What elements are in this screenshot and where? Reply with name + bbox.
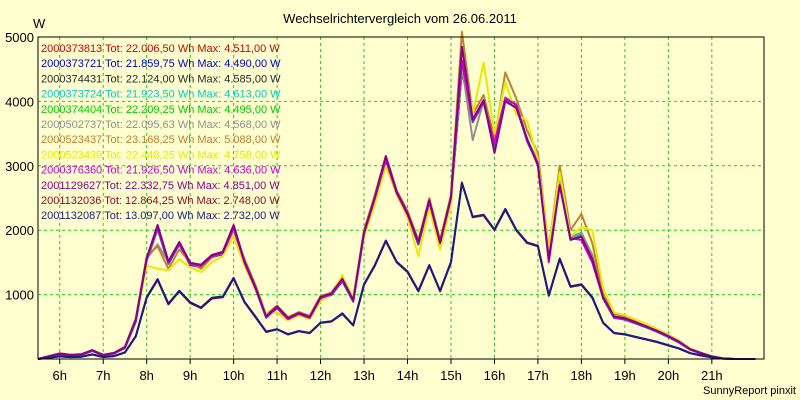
legend-entry-4: 2000373724 Tot: 21.923,50 Wh Max: 4.613,… bbox=[41, 89, 281, 101]
legend-entry-6: 2000502737 Tot: 22.095,63 Wh Max: 4.568,… bbox=[41, 119, 281, 131]
series-line-12 bbox=[37, 182, 756, 360]
y-axis-label: W bbox=[33, 16, 46, 31]
x-tick-label-2: 8h bbox=[139, 368, 153, 383]
legend-entry-7: 2000523437 Tot: 23.168,25 Wh Max: 5.088,… bbox=[41, 134, 281, 146]
legend-entry-12: 2001132087 Tot: 13.097,00 Wh Max: 2.732,… bbox=[41, 210, 280, 222]
y-tick-label-2: 3000 bbox=[5, 159, 34, 174]
x-tick-label-4: 10h bbox=[223, 368, 245, 383]
series-layer bbox=[37, 30, 756, 360]
x-tick-label-1: 7h bbox=[96, 368, 110, 383]
legend: 2000373813 Tot: 22.006,50 Wh Max: 4.511,… bbox=[41, 43, 281, 222]
x-tick-label-11: 17h bbox=[527, 368, 549, 383]
plot-frame bbox=[37, 36, 765, 360]
y-tick-label-1: 2000 bbox=[5, 223, 34, 238]
chart-title: Wechselrichtervergleich vom 26.06.2011 bbox=[283, 11, 517, 26]
y-tick-label-0: 1000 bbox=[5, 288, 34, 303]
x-tick-label-3: 9h bbox=[183, 368, 197, 383]
y-axis: 1000 2000 3000 4000 5000 bbox=[5, 30, 34, 303]
legend-entry-9: 2000376360 Tot: 21.926,50 Wh Max: 4.636,… bbox=[41, 165, 281, 177]
legend-entry-5: 2000374404 Tot: 22.209,25 Wh Max: 4.495,… bbox=[41, 104, 281, 116]
legend-entry-10: 2001129627 Tot: 22.332,75 Wh Max: 4.851,… bbox=[41, 180, 280, 192]
legend-entry-2: 2000373721 Tot: 21.859,75 Wh Max: 4.490,… bbox=[41, 58, 281, 70]
x-tick-label-5: 11h bbox=[267, 368, 288, 383]
x-tick-label-9: 15h bbox=[440, 368, 462, 383]
x-tick-label-15: 21h bbox=[701, 368, 723, 383]
x-tick-label-7: 13h bbox=[353, 368, 375, 383]
x-axis: 6h 7h 8h 9h 10h 11h 12h 13h 14h 15h 16h 17h 18h 19h 20… bbox=[53, 359, 723, 383]
x-tick-label-0: 6h bbox=[53, 368, 67, 383]
footer-credit: SunnyReport pinxit bbox=[703, 385, 796, 397]
series-line-10 bbox=[37, 45, 756, 360]
legend-entry-8: 2000523439 Tot: 22.448,25 Wh Max: 4.758,… bbox=[41, 149, 281, 161]
legend-entry-3: 2000374431 Tot: 22.124,00 Wh Max: 4.585,… bbox=[41, 73, 281, 85]
y-tick-label-4: 5000 bbox=[5, 30, 34, 45]
x-tick-label-13: 19h bbox=[614, 368, 636, 383]
x-tick-label-6: 12h bbox=[310, 368, 332, 383]
legend-entry-1: 2000373813 Tot: 22.006,50 Wh Max: 4.511,… bbox=[41, 43, 280, 55]
y-tick-label-3: 4000 bbox=[5, 94, 34, 109]
x-tick-label-8: 14h bbox=[397, 368, 419, 383]
x-tick-label-12: 18h bbox=[571, 368, 593, 383]
legend-entry-11: 2001132036 Tot: 12.864,25 Wh Max: 2.748,… bbox=[41, 195, 280, 207]
x-tick-label-10: 16h bbox=[484, 368, 506, 383]
x-tick-label-14: 20h bbox=[658, 368, 680, 383]
